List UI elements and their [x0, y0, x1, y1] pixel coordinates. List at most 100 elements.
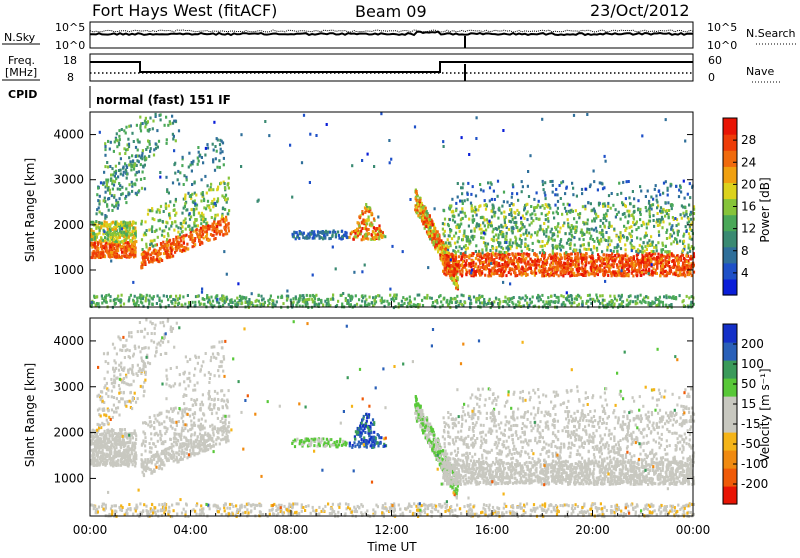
heat-cell [147, 213, 149, 216]
heat-cell [223, 226, 225, 229]
heat-cell [148, 303, 150, 306]
heat-cell [157, 294, 159, 297]
heat-cell [104, 214, 106, 217]
heat-cell [616, 213, 618, 216]
heat-cell [448, 255, 450, 258]
heat-cell [645, 301, 647, 304]
heat-cell [131, 132, 133, 135]
heat-cell [443, 297, 445, 300]
heat-cell [134, 295, 136, 298]
heat-cell [163, 294, 165, 297]
heat-cell [142, 297, 144, 300]
heat-cell [505, 274, 507, 277]
heat-cell [647, 244, 649, 247]
heat-cell [465, 244, 467, 247]
heat-cell [597, 257, 599, 260]
heat-cell [531, 260, 533, 263]
heat-cell [602, 294, 604, 297]
heat-cell [119, 138, 121, 141]
heat-cell [646, 209, 648, 212]
heat-cell [607, 258, 609, 261]
heat-cell [673, 240, 675, 243]
heat-cell [647, 259, 649, 262]
heat-cell [195, 194, 197, 197]
heat-cell [149, 243, 151, 246]
heat-cell [549, 263, 551, 266]
heat-cell [178, 302, 180, 305]
heat-cell [679, 240, 681, 243]
heat-cell [156, 211, 158, 214]
heat-cell [575, 256, 577, 259]
heat-cell [152, 217, 154, 220]
heat-cell [354, 232, 356, 235]
heat-cell [174, 208, 176, 211]
heat-cell [136, 178, 138, 181]
heat-cell [104, 236, 106, 239]
heat-cell [272, 302, 274, 305]
heat-cell [426, 222, 428, 225]
heat-cell [479, 302, 481, 305]
heat-cell [666, 254, 668, 257]
heat-cell [433, 233, 435, 236]
heat-cell [320, 299, 322, 302]
heat-cell [631, 230, 633, 233]
heat-cell [212, 158, 214, 161]
heat-cell [639, 300, 641, 303]
heat-cell [131, 245, 133, 248]
heat-cell [311, 298, 313, 301]
heat-cell [576, 268, 578, 271]
heat-cell [637, 208, 639, 211]
heat-cell [181, 303, 183, 306]
heat-cell [538, 240, 540, 243]
heat-cell [536, 234, 538, 237]
heat-cell [556, 268, 558, 271]
heat-cell [144, 126, 146, 129]
heat-cell [282, 302, 284, 305]
heat-cell [642, 259, 644, 262]
heat-cell [512, 227, 514, 230]
heat-cell [184, 303, 186, 306]
heat-cell [151, 297, 153, 300]
heat-cell [386, 300, 388, 303]
heat-cell [93, 252, 95, 255]
heat-cell [216, 200, 218, 203]
heat-cell [145, 299, 147, 302]
heat-cell [454, 242, 456, 245]
heat-cell [544, 267, 546, 270]
heat-cell [443, 245, 445, 248]
heat-cell [321, 231, 323, 234]
heat-cell [472, 238, 474, 241]
heat-cell [91, 246, 93, 249]
heat-cell [360, 230, 362, 233]
heat-cell [138, 170, 140, 173]
heat-cell [177, 170, 179, 173]
heat-cell [421, 220, 423, 223]
heat-cell [155, 229, 157, 232]
heat-cell [582, 263, 584, 266]
heat-cell [107, 237, 109, 240]
heat-cell [126, 234, 128, 237]
heat-cell [365, 227, 367, 230]
heat-cell [503, 211, 505, 214]
heat-cell [414, 208, 416, 211]
heat-cell [183, 221, 185, 224]
heat-cell [340, 294, 342, 297]
heat-cell [160, 205, 162, 208]
heat-cell [521, 226, 523, 229]
heat-cell [543, 233, 545, 236]
heat-cell [133, 168, 135, 171]
heat-cell [326, 302, 328, 305]
heat-cell [146, 229, 148, 232]
heat-cell [496, 246, 498, 249]
heat-cell [358, 224, 360, 227]
heat-cell [165, 176, 167, 179]
heat-cell [646, 226, 648, 229]
heat-cell [481, 248, 483, 251]
heat-cell [498, 233, 500, 236]
heat-cell [191, 208, 193, 211]
heat-cell [568, 257, 570, 260]
heat-cell [640, 238, 642, 241]
heat-cell [258, 300, 260, 303]
heat-cell [118, 135, 120, 138]
heat-cell [168, 192, 170, 195]
